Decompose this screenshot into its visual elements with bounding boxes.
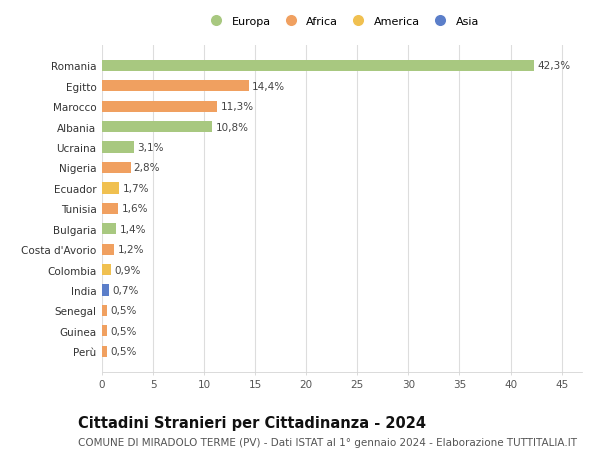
Text: 0,7%: 0,7%: [112, 285, 139, 295]
Bar: [102, 101, 217, 112]
Text: 3,1%: 3,1%: [137, 143, 163, 153]
Bar: [102, 142, 134, 153]
Text: COMUNE DI MIRADOLO TERME (PV) - Dati ISTAT al 1° gennaio 2024 - Elaborazione TUT: COMUNE DI MIRADOLO TERME (PV) - Dati IST…: [78, 437, 577, 447]
Text: 42,3%: 42,3%: [537, 62, 570, 71]
Text: 1,4%: 1,4%: [119, 224, 146, 234]
Text: Cittadini Stranieri per Cittadinanza - 2024: Cittadini Stranieri per Cittadinanza - 2…: [78, 415, 426, 431]
Text: 11,3%: 11,3%: [220, 102, 254, 112]
Bar: [102, 264, 111, 275]
Bar: [102, 81, 249, 92]
Bar: [102, 61, 534, 72]
Text: 1,6%: 1,6%: [121, 204, 148, 214]
Bar: [102, 325, 107, 336]
Bar: [102, 162, 131, 174]
Text: 1,2%: 1,2%: [118, 245, 144, 255]
Bar: [102, 183, 119, 194]
Legend: Europa, Africa, America, Asia: Europa, Africa, America, Asia: [200, 12, 484, 31]
Text: 0,5%: 0,5%: [110, 347, 137, 356]
Text: 0,5%: 0,5%: [110, 306, 137, 316]
Text: 10,8%: 10,8%: [215, 123, 248, 132]
Text: 2,8%: 2,8%: [134, 163, 160, 173]
Text: 0,9%: 0,9%: [114, 265, 140, 275]
Bar: [102, 285, 109, 296]
Text: 0,5%: 0,5%: [110, 326, 137, 336]
Bar: [102, 203, 118, 214]
Text: 14,4%: 14,4%: [252, 82, 285, 92]
Bar: [102, 224, 116, 235]
Text: 1,7%: 1,7%: [122, 184, 149, 194]
Bar: [102, 305, 107, 316]
Bar: [102, 122, 212, 133]
Bar: [102, 244, 114, 255]
Bar: [102, 346, 107, 357]
